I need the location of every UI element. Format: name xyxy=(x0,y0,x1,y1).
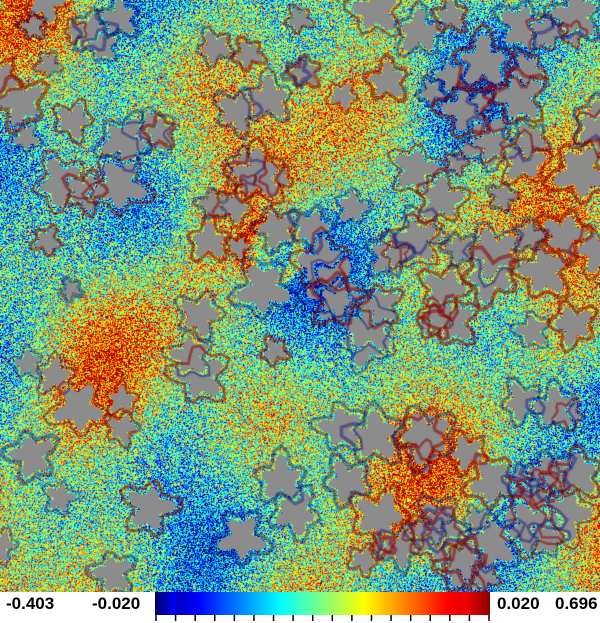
colorbar-label-highmid: 0.020 xyxy=(497,594,540,614)
colorbar-label-min: -0.403 xyxy=(6,594,54,614)
speckled-jet-noise-field xyxy=(0,0,600,592)
colorbar-row: -0.403 -0.020 0.020 0.696 xyxy=(0,592,600,623)
image-viewer: -0.403 -0.020 0.020 0.696 xyxy=(0,0,600,623)
colorbar-ticks xyxy=(155,615,490,621)
colorbar-gradient[interactable] xyxy=(155,592,490,615)
colorbar-label-max: 0.696 xyxy=(555,594,598,614)
data-field-panel xyxy=(0,0,600,592)
colorbar-label-lowmid: -0.020 xyxy=(92,594,140,614)
